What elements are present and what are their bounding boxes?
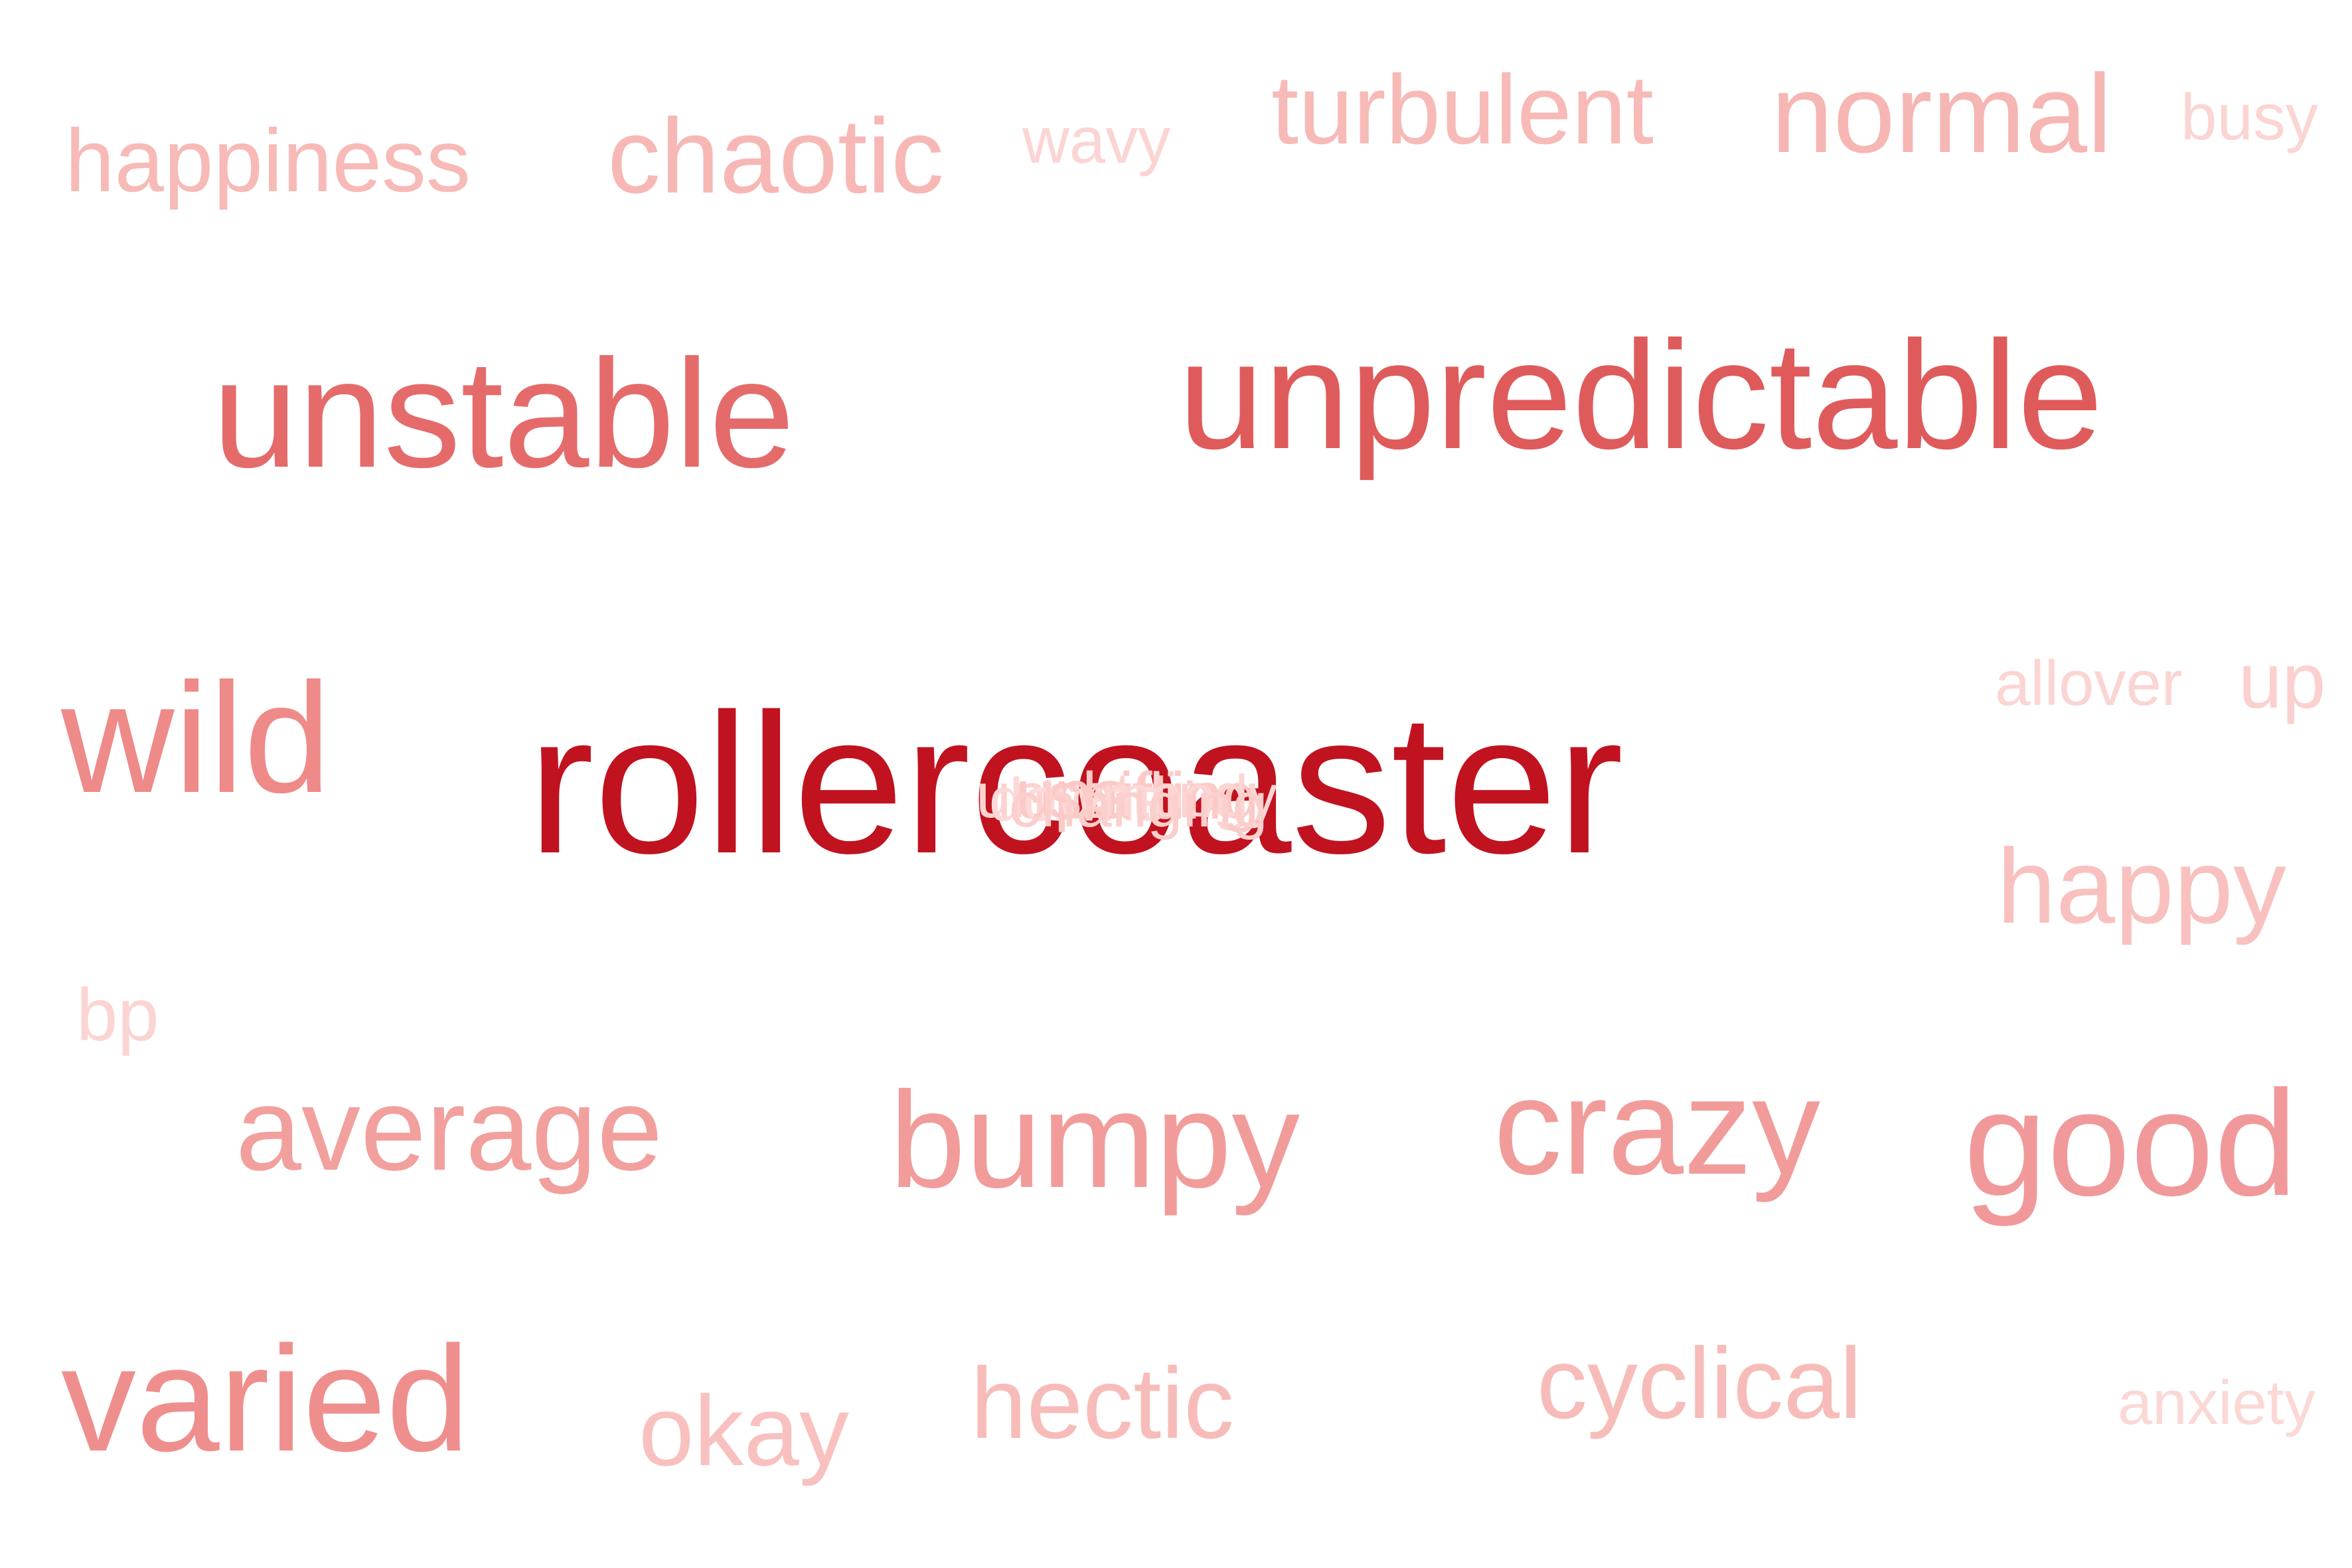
overlap-word: changing [1009,769,1268,840]
overlap-word: unsettling [976,760,1249,831]
word-hectic: hectic [971,1347,1235,1460]
overlapping-word-cluster: unsettling ups downs shifting moody chan… [969,760,1394,840]
word-anxiety: anxiety [2118,1368,2315,1437]
word-chaotic: chaotic [607,96,944,215]
word-crazy: crazy [1494,1050,1821,1203]
word-bumpy: bumpy [890,1063,1300,1216]
word-up: up [2238,637,2326,725]
word-happy: happy [1997,826,2286,945]
word-happiness: happiness [65,112,471,210]
word-rollercoaster: rollercoaster [528,672,1624,895]
word-wavy: wavy [1022,104,1171,177]
word-okay: okay [639,1375,849,1486]
word-busy: busy [2181,80,2319,153]
word-turbulent: turbulent [1271,55,1654,165]
word-cyclical: cyclical [1537,1327,1862,1440]
word-wild: wild [61,651,331,826]
overlap-word: ups [1016,756,1127,833]
word-normal: normal [1771,51,2112,176]
word-varied: varied [61,1314,470,1482]
word-unpredictable: unpredictable [1178,309,2104,481]
overlap-word: shifting [1049,759,1259,833]
word-unstable: unstable [212,328,795,500]
word-bp: bp [76,973,159,1056]
overlap-word: moody [1102,763,1278,828]
overlap-word: downs [989,766,1166,834]
word-allover: allover [1995,648,2183,719]
word-average: average [236,1063,663,1195]
word-good: good [1964,1059,2298,1227]
